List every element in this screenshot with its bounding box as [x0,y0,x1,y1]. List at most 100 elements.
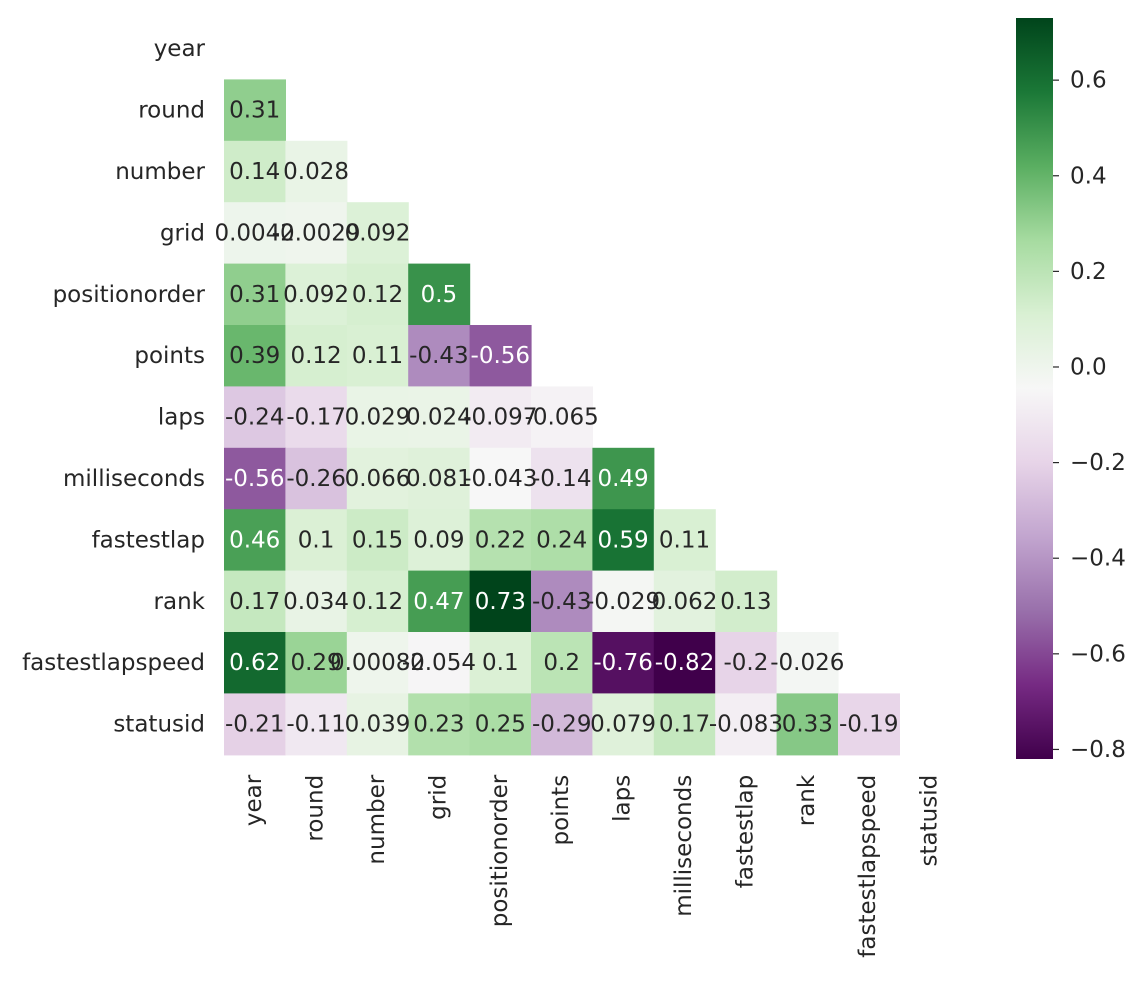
heatmap-cell [715,693,778,756]
row-label: year [154,36,206,62]
heatmap-cell [592,509,655,572]
cell-value-label: -0.026 [770,650,844,676]
colorbar-tick-label: 0.2 [1070,259,1107,285]
heatmap-cell [346,509,409,572]
cell-value-label: 0.12 [352,282,403,308]
heatmap-cell [469,570,532,633]
colorbar-tick-label: 0.0 [1070,354,1107,380]
column-label: fastestlapspeed [855,775,881,958]
cell-value-label: 0.062 [652,589,718,615]
cell-value-label: 0.73 [475,589,526,615]
heatmap-cell [285,263,348,326]
colorbar-tick-label: −0.4 [1070,546,1126,572]
heatmap-cell [408,570,471,633]
cell-value-label: 0.33 [782,712,833,738]
cell-value-label: 0.47 [413,589,464,615]
row-label: rank [154,589,206,615]
row-label: fastestlapspeed [22,650,205,676]
cell-value-label: 0.31 [229,282,280,308]
heatmap-cell [653,693,716,756]
cell-value-label: -0.11 [286,712,346,738]
heatmap-cell [469,693,532,756]
heatmap-cell [285,140,348,203]
column-label: year [241,774,267,826]
colorbar-tick-label: −0.6 [1070,641,1126,667]
colorbar-tick-label: 0.6 [1070,68,1107,94]
cell-value-label: 0.092 [345,220,411,246]
heatmap-cell [469,386,532,449]
heatmap-cell [408,509,471,572]
cell-value-label: -0.29 [532,712,592,738]
heatmap-cell [408,632,471,694]
cell-value-label: -0.0029 [272,220,361,246]
row-label: laps [158,405,205,431]
heatmap-cell [346,202,409,265]
heatmap-cell [408,386,471,449]
cell-value-label: 0.09 [413,527,464,553]
heatmap-cell [224,263,286,326]
heatmap-cell [346,570,409,633]
cell-value-label: 0.15 [352,527,403,553]
cell-value-label: 0.11 [352,343,403,369]
heatmap-cell [592,447,655,510]
cell-value-label: 0.59 [597,527,648,553]
heatmap-cell [531,509,593,572]
cell-value-label: 0.24 [536,527,587,553]
colorbar-tick-label: 0.4 [1070,163,1107,189]
heatmap-cell [408,693,471,756]
cell-value-label: 0.23 [413,712,464,738]
heatmap-cell [715,570,778,633]
cell-value-label: 0.039 [345,712,411,738]
heatmap-cell [346,693,409,756]
x-tick-labels: year round number grid positionorder points la… [241,774,942,958]
cell-value-label: 0.1 [482,650,519,676]
cell-value-label: -0.2 [723,650,768,676]
y-tick-labels: year round number grid positionorder points la… [22,36,206,737]
cell-value-label: -0.43 [409,343,469,369]
column-label: number [364,774,390,864]
heatmap-cell [531,570,593,633]
column-label: positionorder [487,774,513,927]
cell-value-label: -0.19 [839,712,899,738]
row-label: fastestlap [92,527,205,553]
heatmap-cell [592,693,655,756]
cell-value-label: 0.00082 [330,650,425,676]
heatmap-cell [469,509,532,572]
cell-value-label: 0.029 [345,405,411,431]
heatmap-cell [285,386,348,449]
heatmap-cell [408,447,471,510]
cell-value-label: 0.13 [720,589,771,615]
column-label: milliseconds [671,775,697,917]
cell-value-label: -0.24 [225,405,285,431]
heatmap-cell [653,570,716,633]
heatmap-cell [224,325,286,387]
cell-value-label: -0.097 [463,405,537,431]
heatmap-cell [285,509,348,572]
heatmap-cell [285,693,348,756]
heatmap-cell [653,632,716,694]
cell-value-label: 0.14 [229,159,280,185]
heatmap-cell [592,570,655,633]
column-label: grid [425,775,451,820]
cell-value-label: 0.31 [229,98,280,124]
cell-value-label: 0.034 [283,589,349,615]
heatmap-cell [776,632,839,694]
heatmap-cell [408,325,471,387]
cell-value-label: -0.26 [286,466,346,492]
heatmap-cell [285,202,348,265]
cell-value-label: 0.024 [406,405,472,431]
row-label: number [115,159,205,185]
heatmap-cell [285,447,348,510]
heatmap-cell [346,386,409,449]
colorbar: 0.6 0.4 0.2 0.0 −0.2 −0.4 −0.6 −0.8 [1016,18,1126,763]
heatmap-cell [224,509,286,572]
cell-value-label: -0.56 [225,466,285,492]
cell-value-label: 0.081 [406,466,472,492]
cell-value-label: 0.0042 [214,220,294,246]
column-label: fastestlap [732,775,758,888]
cell-value-label: 0.49 [597,466,648,492]
heatmap-cell [346,263,409,326]
heatmap-cells [224,79,900,756]
